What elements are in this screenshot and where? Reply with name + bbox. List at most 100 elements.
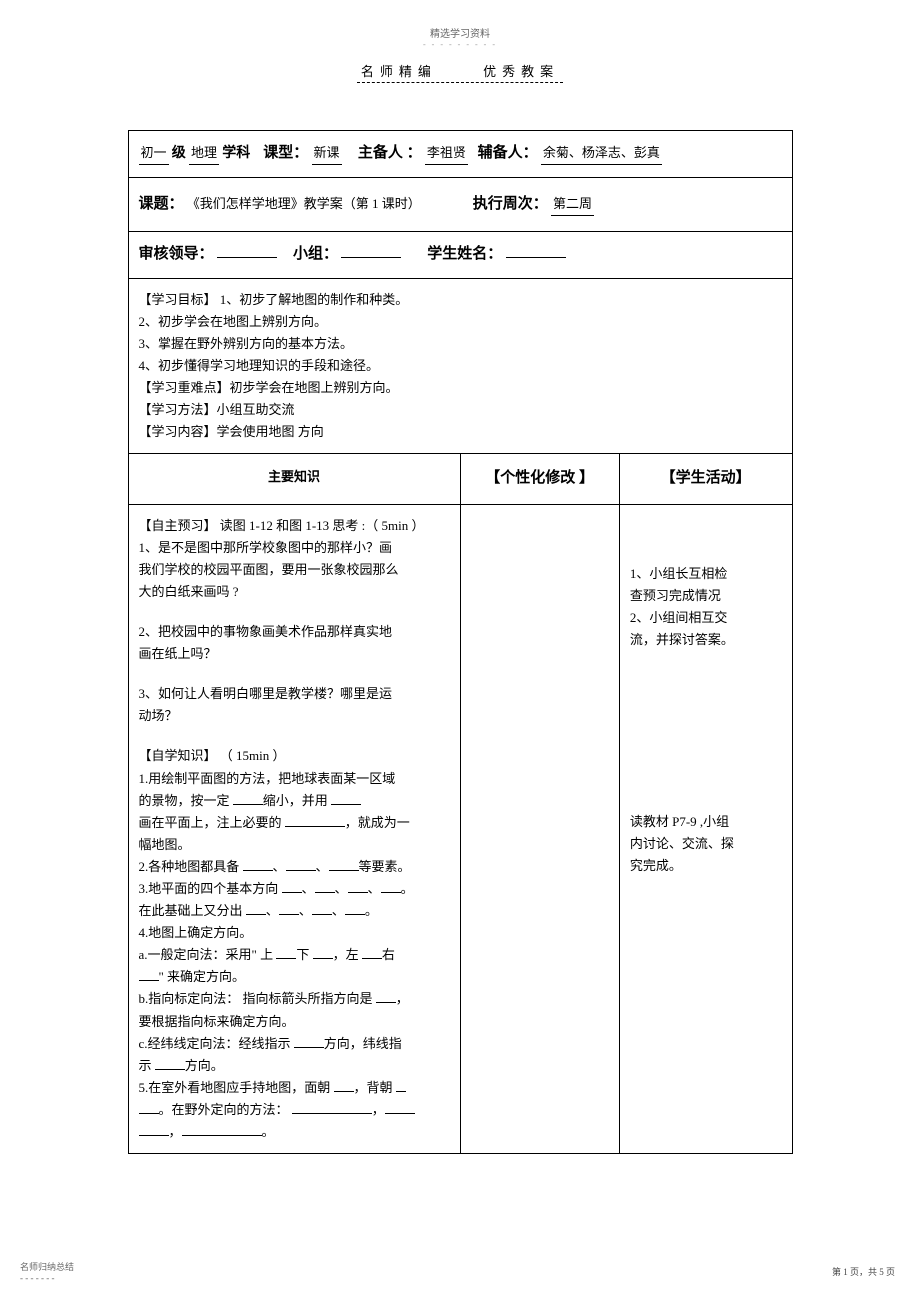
q1-1: 1、是不是图中那所学校象图中的那样小？画	[139, 540, 393, 555]
p1-3b: ，就成为一	[345, 815, 410, 830]
obj-3: 3、掌握在野外辨别方向的基本方法。	[139, 336, 354, 351]
obj-title: 【学习目标】	[139, 292, 217, 307]
top-label: 精选学习资料	[0, 0, 920, 40]
p3bs3: 、	[332, 903, 345, 918]
preview-text: 读图 1-12 和图 1-13 思考 :（ 5min ）	[217, 518, 425, 533]
col3-header: 【学生活动】	[619, 454, 792, 505]
topic-label: 课题：	[139, 196, 184, 212]
act1-2: 查预习完成情况	[630, 588, 721, 603]
objectives-cell: 【学习目标】 1、初步了解地图的制作和种类。 2、初步学会在地图上辨别方向。 3…	[128, 278, 792, 454]
top-dots: - - - - - - - - -	[0, 40, 920, 49]
p2d: 等要素。	[359, 859, 411, 874]
content-label: 【学习内容】	[139, 424, 217, 439]
preparer-label: 主备人 ：	[358, 145, 422, 161]
act1-1: 1、小组长互相检	[630, 566, 728, 581]
main-knowledge-cell: 【自主预习】 读图 1-12 和图 1-13 思考 :（ 5min ） 1、是不…	[128, 504, 460, 1153]
p4c-2: 方向，纬线指	[324, 1036, 402, 1051]
obj-1: 1、初步了解地图的制作和种类。	[217, 292, 409, 307]
p3bs1: 、	[266, 903, 279, 918]
p3s2: 、	[335, 881, 348, 896]
meta-row-1: 初一 级 地理 学科 课型： 新课 主备人 ： 李祖贤 辅备人： 余菊、杨泽志、…	[128, 131, 792, 178]
self-study-label: 【自学知识】	[139, 748, 217, 763]
p2c: 、	[316, 859, 329, 874]
footer-left-dots: - - - - - - -	[20, 1273, 54, 1283]
p5-3: 。在野外定向的方法：	[159, 1102, 292, 1117]
p4b-1: b.指向标定向法： 指向标箭头所指方向是	[139, 991, 376, 1006]
sub-header: 名师精编 优秀教案	[0, 61, 920, 85]
actb-1: 读教材 P7-9 ,小组	[630, 814, 729, 829]
p5-6: 。	[262, 1124, 275, 1139]
obj-4: 4、初步懂得学习地理知识的手段和途径。	[139, 358, 380, 373]
diff-label: 【学习重难点】	[139, 380, 230, 395]
p4c-3: 示	[139, 1058, 155, 1073]
col2-header: 【个性化修改 】	[460, 454, 619, 505]
actb-3: 究完成。	[630, 858, 682, 873]
sub-right: 优秀教案	[483, 64, 559, 79]
diff-text: 初步学会在地图上辨别方向。	[230, 380, 399, 395]
self-study-time: （ 15min ）	[217, 748, 286, 763]
type-label: 课型：	[263, 145, 308, 161]
p4a-3: ，左	[333, 947, 362, 962]
p4b-2: ，	[396, 991, 409, 1006]
actb-2: 内讨论、交流、探	[630, 836, 734, 851]
p4c-4: 方向。	[185, 1058, 224, 1073]
q2-2: 画在纸上吗？	[139, 646, 217, 661]
copreparer-label: 辅备人：	[478, 145, 538, 161]
p4: 4.地图上确定方向。	[139, 925, 253, 940]
p3e: 。	[401, 881, 414, 896]
grade-prefix: 初一	[139, 142, 169, 165]
p1-3a: 画在平面上，注上必要的	[139, 815, 285, 830]
week-value: 第二周	[551, 193, 594, 216]
p4a-4: 右	[382, 947, 395, 962]
p1-2a: 的景物，按一定	[139, 793, 233, 808]
meta-row-2: 课题： 《我们怎样学地理》教学案（第 1 课时） 执行周次： 第二周	[128, 177, 792, 232]
p4b-3: 要根据指向标来确定方向。	[139, 1014, 295, 1029]
p5-4: ，	[372, 1102, 385, 1117]
copreparer-value: 余菊、杨泽志、彭真	[541, 142, 662, 165]
p3bs2: 、	[299, 903, 312, 918]
p2b: 、	[273, 859, 286, 874]
subject-val: 地理	[189, 142, 219, 165]
week-label: 执行周次：	[473, 196, 548, 212]
grade-suffix: 级	[172, 146, 186, 161]
q1-3: 大的白纸来画吗 ?	[139, 584, 239, 599]
p1-4: 幅地图。	[139, 837, 191, 852]
act2-2: 流，并探讨答案。	[630, 632, 734, 647]
method-label: 【学习方法】	[139, 402, 217, 417]
p4c-1: c.经纬线定向法：经线指示	[139, 1036, 294, 1051]
p5-5: ，	[169, 1124, 182, 1139]
p5-1: 5.在室外看地图应手持地图，面朝	[139, 1080, 334, 1095]
p3b-a: 在此基础上又分出	[139, 903, 246, 918]
p3be: 。	[365, 903, 378, 918]
topic-value: 《我们怎样学地理》教学案（第 1 课时）	[187, 196, 421, 211]
preparer-value: 李祖贤	[425, 142, 468, 165]
content-text: 学会使用地图 方向	[217, 424, 324, 439]
sub-left: 名师精编	[361, 64, 437, 79]
student-label: 学生姓名：	[427, 246, 502, 262]
q3-1: 3、如何让人看明白哪里是教学楼？哪里是运	[139, 686, 393, 701]
act2-1: 2、小组间相互交	[630, 610, 728, 625]
meta-row-3: 审核领导： 小组： 学生姓名：	[128, 232, 792, 279]
p4a-1: a.一般定向法：采用" 上	[139, 947, 277, 962]
group-label: 小组：	[293, 246, 338, 262]
col1-header: 主要知识	[128, 454, 460, 505]
q3-2: 动场？	[139, 708, 178, 723]
q2-1: 2、把校园中的事物象画美术作品那样真实地	[139, 624, 393, 639]
footer-right: 第 1 页，共 5 页	[832, 1265, 895, 1278]
footer-left: 名师归纳总结 - - - - - - -	[20, 1260, 74, 1283]
p4a-5: " 来确定方向。	[159, 969, 246, 984]
activities-cell: 1、小组长互相检 查预习完成情况 2、小组间相互交 流，并探讨答案。 读教材 P…	[619, 504, 792, 1153]
p1-1: 1.用绘制平面图的方法，把地球表面某一区域	[139, 771, 396, 786]
p4a-2: 下	[296, 947, 312, 962]
p2-a: 2.各种地图都具备	[139, 859, 243, 874]
method-text: 小组互助交流	[217, 402, 295, 417]
type-value: 新课	[312, 142, 342, 165]
obj-2: 2、初步学会在地图上辨别方向。	[139, 314, 328, 329]
p5-2: ，背朝	[354, 1080, 396, 1095]
footer-left-text: 名师归纳总结	[20, 1262, 74, 1272]
p3s1: 、	[302, 881, 315, 896]
personalization-cell	[460, 504, 619, 1153]
p3s3: 、	[368, 881, 381, 896]
p1-2b: 缩小，并用	[263, 793, 331, 808]
subject-bold: 学科	[222, 146, 250, 161]
